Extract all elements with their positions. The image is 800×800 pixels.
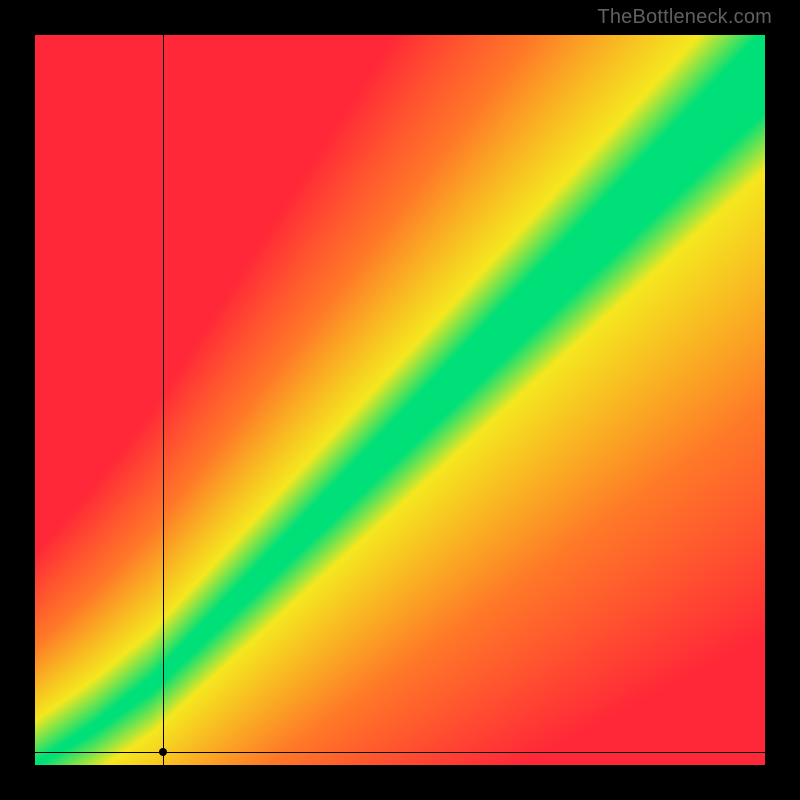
watermark-text: TheBottleneck.com (597, 6, 772, 29)
crosshair-vertical (163, 35, 164, 765)
heatmap-canvas (35, 35, 765, 765)
selected-point-dot (159, 748, 167, 756)
crosshair-horizontal (35, 752, 765, 753)
chart-container: TheBottleneck.com (0, 0, 800, 800)
plot-area (35, 35, 765, 765)
